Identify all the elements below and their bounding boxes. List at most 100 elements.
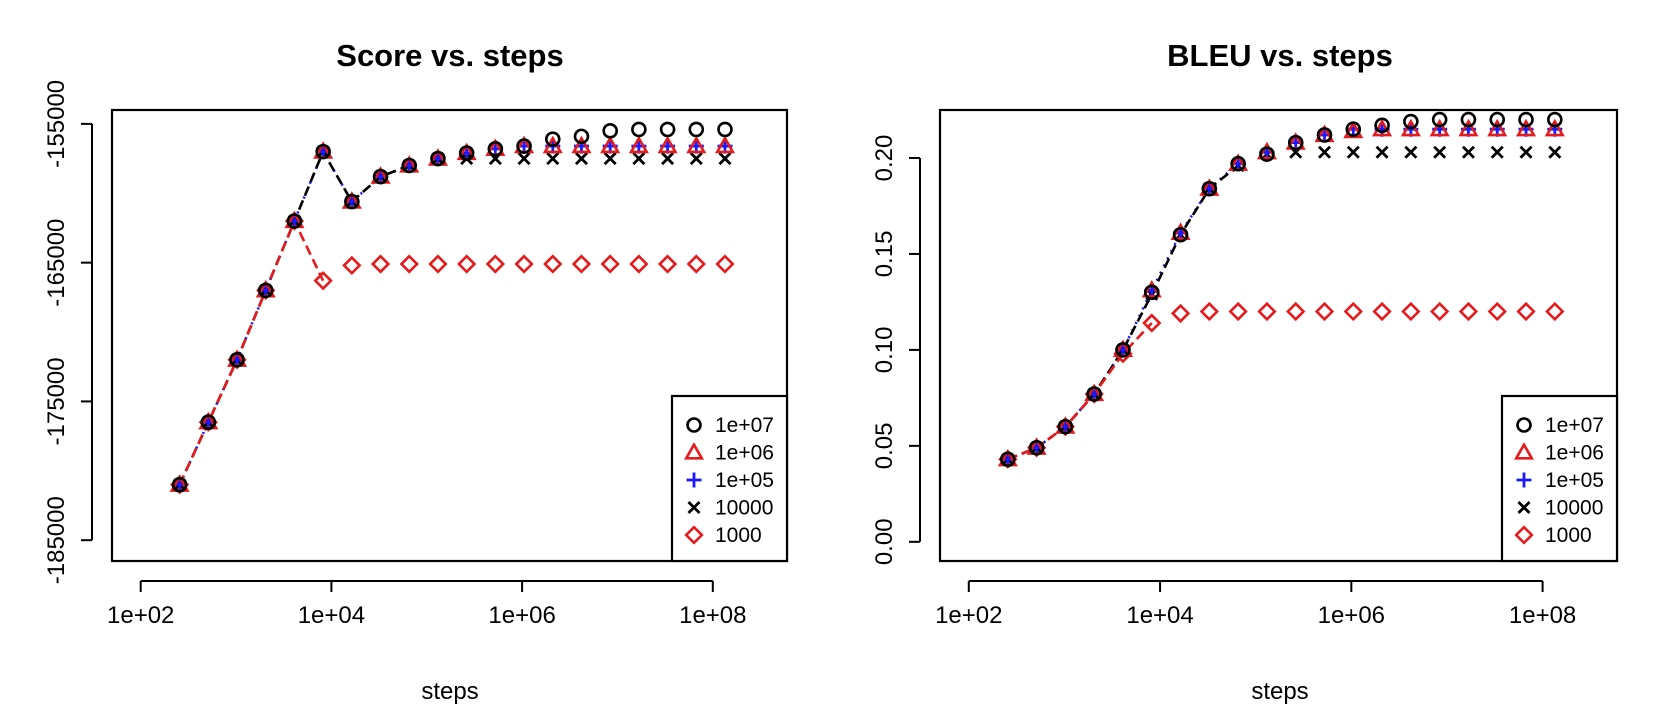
series-10000 <box>1001 145 1562 466</box>
series-line-1000 <box>1007 322 1153 461</box>
data-point-circle <box>1057 418 1074 435</box>
data-point-circle <box>1201 180 1218 197</box>
legend-label: 10000 <box>1545 497 1603 520</box>
x-axis: 1e+02 1e+04 1e+06 1e+08 <box>107 580 747 629</box>
y-axis: -185000 -175000 -165000 -155000 <box>43 80 93 584</box>
data-point-circle <box>1086 386 1102 402</box>
data-point-circle <box>372 168 389 185</box>
legend-marker-circle <box>686 417 702 433</box>
x-axis: 1e+02 1e+04 1e+06 1e+08 <box>935 580 1576 629</box>
y-tick-label: -185000 <box>43 496 70 584</box>
data-point-circle <box>544 131 561 147</box>
data-point-x <box>1490 145 1504 159</box>
plot-area: 1e+02 1e+04 1e+06 1e+08 -185000 -175000 -16500… <box>43 80 789 629</box>
legend-marker-triangle <box>683 442 705 460</box>
legend-label: 1e+07 <box>715 414 774 437</box>
x-tick-label: 1e+02 <box>935 602 1002 629</box>
data-point-circle <box>1489 111 1506 128</box>
series-line-1000 <box>178 217 325 486</box>
data-point-circle <box>1115 342 1131 358</box>
data-point-circle <box>315 143 331 160</box>
data-point-circle <box>344 193 360 210</box>
data-point-circle <box>516 138 532 154</box>
y-tick-label: 0.20 <box>871 135 898 182</box>
data-point-diamond <box>1372 301 1392 322</box>
data-point-x <box>1519 145 1533 159</box>
data-point-triangle <box>571 135 592 154</box>
data-point-triangle <box>600 135 621 154</box>
data-point-circle <box>573 128 590 145</box>
legend-box <box>1500 394 1619 563</box>
data-point-circle <box>286 213 303 229</box>
data-point-triangle <box>1372 118 1393 137</box>
legend-marker-circle <box>1516 417 1532 433</box>
data-point-diamond <box>1545 301 1565 322</box>
legend-label: 1e+06 <box>1545 442 1604 465</box>
data-point-diamond <box>428 254 448 274</box>
data-point-circle <box>631 121 647 138</box>
data-point-diamond <box>1487 301 1507 322</box>
data-point-triangle <box>657 135 678 154</box>
data-point-circle <box>200 414 217 431</box>
series-1e+05 <box>1000 121 1563 467</box>
data-point-circle <box>659 121 676 138</box>
series-1e+07 <box>1000 111 1563 468</box>
data-point-circle <box>1374 117 1390 134</box>
plot-frame <box>110 108 789 563</box>
data-point-triangle <box>1544 118 1565 137</box>
y-tick-label: -175000 <box>43 357 70 445</box>
series-1000 <box>998 301 1565 469</box>
data-point-triangle <box>1429 118 1450 137</box>
series-line-1e+05 <box>178 148 410 486</box>
data-point-circle <box>1345 121 1362 137</box>
data-point-diamond <box>629 254 649 274</box>
data-point-circle <box>1000 451 1016 468</box>
plot-area: 1e+02 1e+04 1e+06 1e+08 0.00 0.05 0.10 0.15 0.20… <box>871 108 1619 629</box>
data-point-circle <box>257 282 274 299</box>
data-point-circle <box>1028 439 1045 456</box>
data-point-x <box>546 152 560 166</box>
data-point-circle <box>1431 111 1448 128</box>
legend-box <box>670 394 789 563</box>
data-point-diamond <box>370 254 391 274</box>
data-point-triangle <box>1256 141 1277 160</box>
legend-marker-diamond <box>1514 525 1534 545</box>
bleu-chart-panel: BLEU vs. steps steps 1e+02 1e+04 1e+06 1e+0… <box>871 38 1619 705</box>
data-point-circle <box>458 145 475 161</box>
data-point-circle <box>171 476 188 493</box>
data-point-circle <box>229 351 245 368</box>
data-point-diamond <box>1257 301 1277 322</box>
data-point-diamond <box>313 271 333 291</box>
chart-title: BLEU vs. steps <box>1167 38 1393 73</box>
data-point-x <box>1548 145 1562 159</box>
data-point-triangle <box>1141 279 1162 298</box>
legend-label: 10000 <box>715 497 773 520</box>
x-tick-label: 1e+04 <box>1126 602 1193 629</box>
series-line-10000 <box>178 148 410 486</box>
x-axis-label: steps <box>421 678 478 705</box>
legend: 1e+07 1e+06 1e+05 10000 1000 <box>1500 394 1619 563</box>
data-point-circle <box>717 121 733 138</box>
x-tick-label: 1e+04 <box>298 602 365 629</box>
data-point-x <box>517 152 531 166</box>
series-1000 <box>169 211 735 495</box>
data-point-diamond <box>514 254 534 274</box>
data-point-x <box>632 152 646 166</box>
data-point-circle <box>602 123 618 139</box>
data-point-circle <box>487 141 504 157</box>
x-tick-label: 1e+08 <box>679 602 746 629</box>
legend-label: 1e+06 <box>715 442 774 465</box>
chart-title: Score vs. steps <box>336 38 563 73</box>
y-tick-label: 0.05 <box>871 422 898 469</box>
y-axis: 0.00 0.05 0.10 0.15 0.20 <box>871 135 921 565</box>
data-point-x <box>1433 145 1447 159</box>
series-line-1e+05 <box>1007 162 1239 461</box>
data-point-triangle <box>686 135 707 154</box>
data-point-diamond <box>1286 301 1306 322</box>
data-point-circle <box>1518 111 1534 128</box>
data-point-triangle <box>1458 118 1479 137</box>
data-point-x <box>1375 145 1389 159</box>
data-point-diamond <box>1199 301 1219 322</box>
data-point-x <box>574 152 588 166</box>
x-tick-label: 1e+06 <box>488 602 555 629</box>
